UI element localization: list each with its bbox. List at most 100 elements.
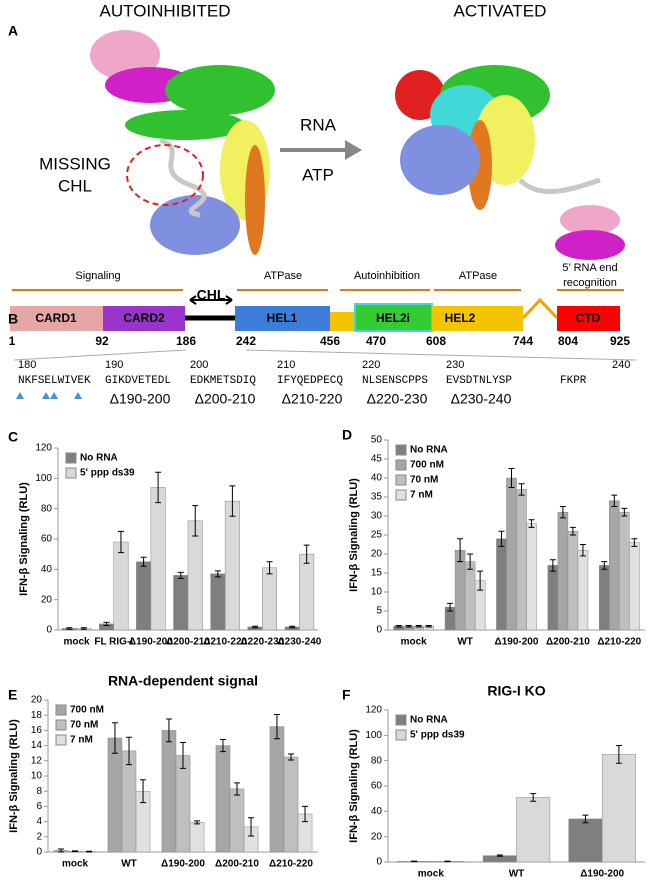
bar: [229, 788, 245, 853]
sequence: FKPR: [560, 375, 587, 387]
legend-swatch: [395, 459, 407, 471]
y-tick-label: 30: [371, 511, 383, 522]
residue-number: 470: [366, 334, 386, 348]
y-tick-label: 20: [41, 594, 53, 605]
bar: [599, 565, 610, 631]
error-bar: [447, 602, 454, 612]
residue-number: 242: [236, 334, 256, 348]
error-bar: [498, 530, 505, 547]
error-bar: [457, 538, 464, 563]
y-tick-label: 16: [31, 725, 43, 736]
sequence: IFYQEDPECQ: [277, 375, 343, 387]
x-tick-label: Δ190-200: [495, 637, 539, 648]
error-bar: [477, 570, 484, 591]
error-bar: [180, 742, 186, 769]
error-bar: [219, 739, 226, 753]
y-axis-label: IFN-β Signaling (RLU): [8, 719, 20, 833]
bar: [609, 500, 620, 631]
legend-swatch: [65, 452, 77, 464]
error-bar: [234, 782, 240, 796]
error-bar: [103, 621, 110, 626]
domain-label: CARD1: [35, 311, 77, 325]
x-tick-label: Δ190-200: [580, 869, 624, 880]
y-tick-label: 60: [371, 781, 383, 792]
x-tick-label: Δ190-200: [129, 637, 173, 648]
residue-number: 456: [320, 334, 340, 348]
y-tick-label: 120: [365, 705, 382, 716]
x-tick-label: Δ220-230: [240, 637, 284, 648]
bar: [215, 745, 231, 853]
y-tick-label: 6: [36, 801, 42, 812]
x-tick-label: Δ210-220: [203, 637, 247, 648]
sequence: NLSENSCPPS: [362, 375, 428, 387]
bar: [464, 561, 476, 631]
bar: [269, 726, 285, 853]
function-label: Autoinhibition: [354, 270, 420, 282]
y-axis-label: IFN-β Signaling (RLU): [348, 729, 360, 843]
error-bar: [615, 744, 622, 764]
bar: [629, 542, 640, 631]
error-bar: [302, 805, 309, 823]
error-bar: [57, 848, 64, 853]
error-bar: [467, 553, 474, 570]
legend-label: No RNA: [80, 453, 118, 464]
bar: [173, 575, 189, 631]
residue-number: 186: [176, 334, 196, 348]
error-bar: [194, 820, 201, 825]
legend-swatch: [395, 729, 407, 741]
error-bar: [80, 627, 87, 630]
sequence-number: 190: [105, 359, 123, 371]
legend-swatch: [55, 719, 67, 731]
legend-label: 70 nM: [70, 720, 98, 731]
y-tick-label: 40: [371, 806, 383, 817]
sequence-number: 200: [190, 359, 208, 371]
bar: [161, 730, 177, 853]
deletion-label: Δ200-210: [195, 391, 256, 407]
deletion-label: Δ220-230: [367, 391, 428, 407]
function-label: ATPase: [459, 270, 497, 282]
legend-swatch: [395, 714, 407, 726]
bar: [619, 511, 630, 631]
y-tick-label: 50: [371, 435, 383, 446]
x-tick-label: WT: [509, 869, 525, 880]
sequence: NKFSELWIVEK: [18, 375, 91, 387]
bar: [567, 530, 579, 631]
bar: [210, 573, 226, 631]
error-bar: [582, 814, 589, 824]
error-bar: [425, 624, 432, 628]
error-bar: [518, 483, 525, 496]
bar: [150, 487, 166, 631]
error-bar: [165, 718, 172, 743]
chart-title: RIG-I KO: [487, 683, 545, 699]
error-bar: [66, 627, 73, 630]
error-bar: [86, 850, 93, 853]
error-bar: [111, 722, 118, 754]
error-bar: [177, 571, 184, 579]
legend-label: No RNA: [410, 445, 448, 456]
sequence: GIKDVETEDL: [105, 375, 171, 387]
y-tick-label: 18: [31, 710, 43, 721]
error-bar: [273, 713, 280, 740]
domain-label: HEL1: [267, 311, 298, 325]
panel-title: AUTOINHIBITED: [100, 1, 231, 20]
error-bar: [579, 544, 586, 557]
y-tick-label: 0: [376, 625, 382, 636]
panel-label: D: [342, 427, 352, 443]
bar: [107, 737, 123, 853]
error-bar: [266, 561, 273, 575]
error-bar: [252, 625, 259, 629]
panel-label: E: [8, 687, 17, 703]
y-tick-label: 80: [371, 755, 383, 766]
legend-label: 700 nM: [70, 705, 104, 716]
x-tick-label: WT: [121, 859, 137, 870]
x-tick-label: Δ210-220: [269, 859, 313, 870]
sequence: EDKMETSDIQ: [190, 375, 256, 387]
bar: [299, 553, 315, 631]
error-bar: [631, 538, 638, 547]
deletion-label: Δ210-220: [282, 391, 343, 407]
bar: [189, 822, 205, 853]
error-bar: [411, 860, 418, 863]
x-tick-label: mock: [401, 637, 428, 648]
legend-label: No RNA: [410, 715, 448, 726]
bar: [577, 549, 589, 631]
